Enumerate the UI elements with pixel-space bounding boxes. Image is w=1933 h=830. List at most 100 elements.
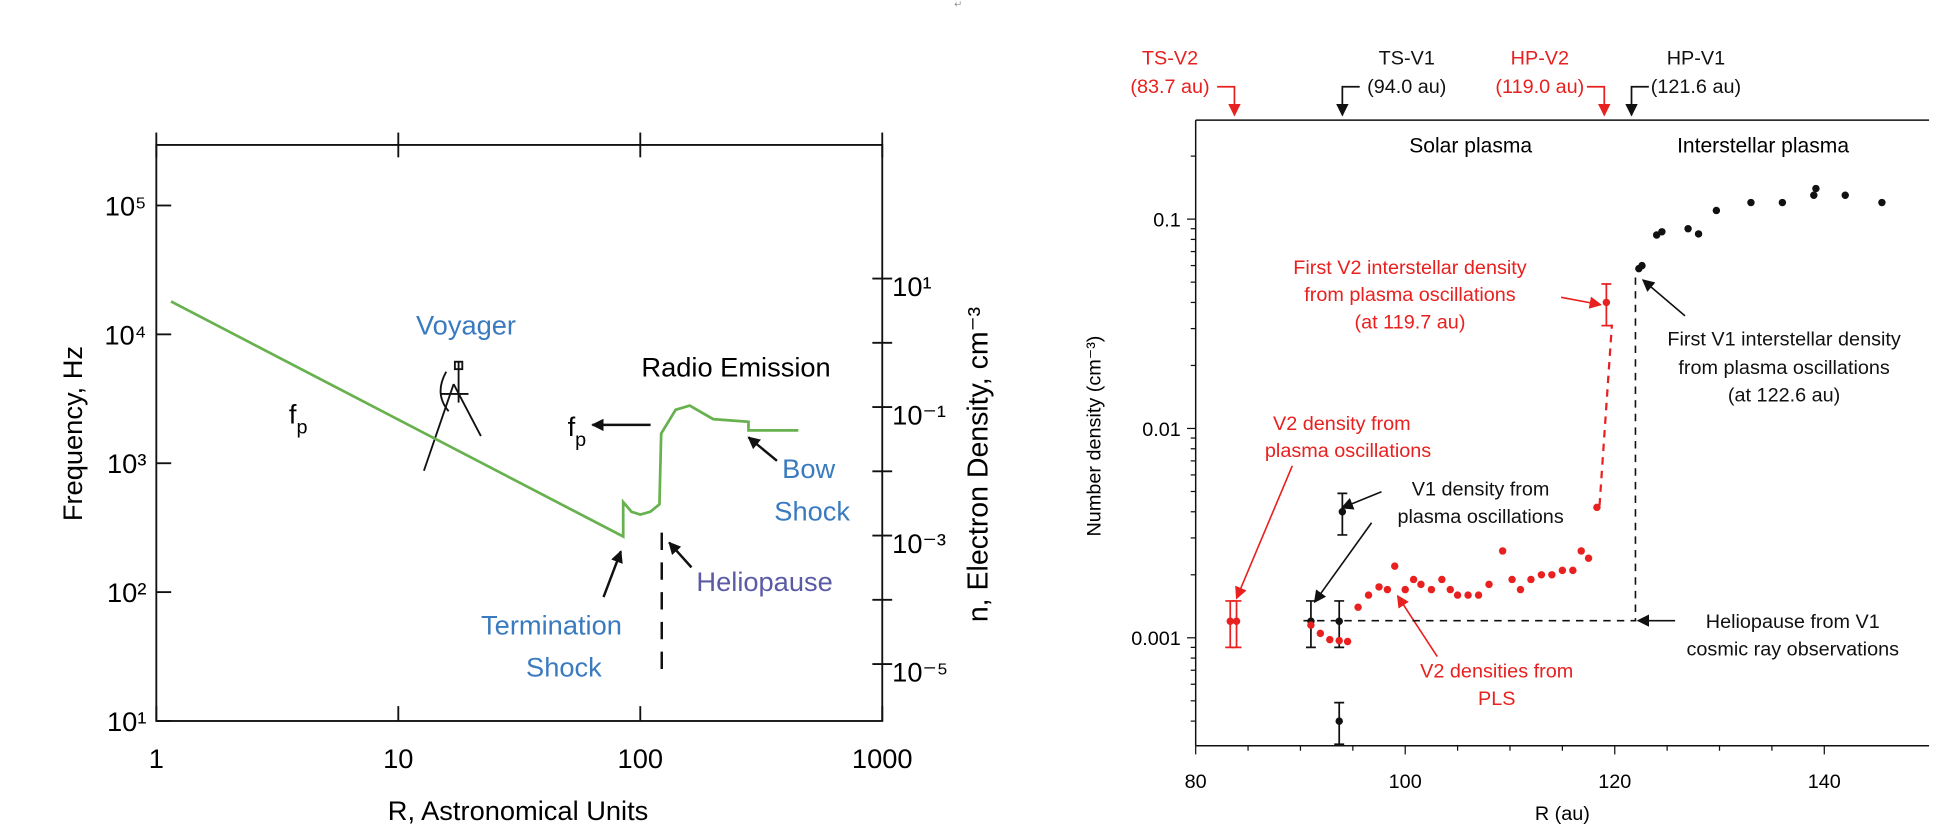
annotation-part: p [575, 429, 586, 451]
x-tick-label: 140 [1808, 771, 1841, 793]
data-point [1391, 562, 1399, 570]
y-axis-title: Frequency, Hz [57, 346, 88, 521]
annotation: Bow [782, 453, 835, 484]
data-line [170, 300, 799, 539]
data-point [1548, 571, 1556, 579]
data-point [1485, 580, 1493, 589]
annotation: (at 119.7 au) [1355, 311, 1466, 333]
annotation: Heliopause from V1 [1706, 611, 1880, 633]
annotation: V2 densities from [1420, 661, 1573, 683]
x-tick-label: 1000 [852, 743, 913, 774]
arrow [747, 436, 778, 462]
arrow [1641, 279, 1686, 317]
x-axis-title: R (au) [1535, 803, 1590, 825]
marker-sublabel: (94.0 au) [1367, 76, 1446, 98]
data-point [1498, 547, 1507, 555]
annotation: Shock [526, 651, 602, 682]
data-point [1747, 198, 1755, 207]
data-point [1417, 580, 1425, 589]
data-point [1401, 585, 1409, 594]
y2-tick-label: 10¹ [892, 271, 931, 302]
data-point [1812, 184, 1820, 193]
marker-arrow [1336, 85, 1360, 117]
annotation: fp [289, 399, 308, 439]
data-point [1558, 566, 1567, 575]
y-tick-label: 10³ [107, 448, 146, 479]
data-point [1453, 591, 1462, 599]
x-tick-label: 1 [149, 743, 164, 774]
data-point [1878, 198, 1886, 207]
annotation: fp [568, 411, 587, 451]
data-point [1226, 617, 1234, 625]
marker-arrow [1586, 85, 1611, 117]
annotation: PLS [1478, 688, 1515, 710]
data-point [1354, 603, 1362, 611]
data-point [1508, 575, 1516, 584]
data-point [1383, 585, 1392, 594]
annotation: Heliopause [696, 566, 832, 597]
stray-mark: ↵ [954, 0, 962, 10]
annotation: from plasma oscillations [1678, 357, 1890, 379]
data-point [1577, 547, 1585, 555]
y-tick-label: 10² [107, 577, 146, 608]
data-point [1516, 585, 1525, 594]
data-point [1584, 554, 1593, 562]
data-point [1778, 198, 1787, 207]
data-point [1527, 575, 1535, 584]
y-tick-label: 10⁵ [105, 190, 147, 221]
annotation: First V1 interstellar density [1667, 329, 1901, 351]
marker-label: TS-V1 [1379, 47, 1435, 69]
annotation-part: f [568, 411, 576, 442]
annotation: V2 density from [1273, 413, 1411, 435]
data-point [1694, 230, 1703, 238]
annotation: plasma oscillations [1397, 506, 1563, 528]
annotation: Shock [774, 495, 850, 526]
data-point [1335, 717, 1343, 725]
x-tick-label: 80 [1185, 771, 1207, 793]
data-point [1364, 591, 1373, 599]
data-point [1232, 617, 1241, 625]
marker-arrow [1625, 85, 1649, 117]
data-point [1638, 261, 1646, 270]
data-point [1569, 566, 1577, 575]
marker-sublabel: (121.6 au) [1651, 76, 1741, 98]
annotation: Solar plasma [1409, 134, 1532, 157]
y-tick-label: 10⁴ [104, 319, 146, 350]
marker-sublabel: (119.0 au) [1495, 76, 1584, 98]
annotation: plasma oscillations [1265, 440, 1431, 462]
connector [1598, 324, 1614, 506]
annotation: Voyager [416, 309, 516, 340]
data-point [1338, 508, 1347, 516]
data-point [1464, 591, 1472, 599]
data-point [1335, 636, 1343, 645]
data-point [1446, 585, 1454, 594]
annotation-part: f [289, 399, 297, 430]
annotation: from plasma oscillations [1304, 284, 1516, 306]
arrow [602, 550, 623, 598]
x-tick-label: 100 [1389, 771, 1422, 793]
arrow [1313, 522, 1373, 604]
annotation: V1 density from [1412, 479, 1550, 501]
annotation: cosmic ray observations [1687, 638, 1900, 660]
data-point [1537, 571, 1546, 579]
y2-tick-label: 10⁻³ [892, 528, 946, 559]
y2-axis-title: n, Electron Density, cm⁻³ [963, 307, 995, 622]
data-point [1684, 224, 1692, 233]
data-point [1375, 583, 1383, 591]
arrow [1340, 491, 1382, 510]
voyager-icon [423, 360, 482, 472]
y2-tick-label: 10⁻⁵ [892, 656, 948, 687]
arrow [1560, 296, 1602, 309]
y-axis-title: Number density (cm⁻³) [1083, 336, 1105, 537]
annotation-part: p [296, 417, 307, 439]
arrow [668, 541, 693, 569]
annotation: Interstellar plasma [1677, 134, 1849, 157]
x-tick-label: 10 [383, 743, 413, 774]
x-tick-label: 100 [618, 743, 663, 774]
data-point [1712, 206, 1721, 215]
heliopause-dashed [1303, 277, 1637, 622]
marker-label: HP-V2 [1511, 47, 1569, 69]
y-tick-label: 0.001 [1131, 628, 1181, 650]
data-point [1658, 228, 1666, 236]
